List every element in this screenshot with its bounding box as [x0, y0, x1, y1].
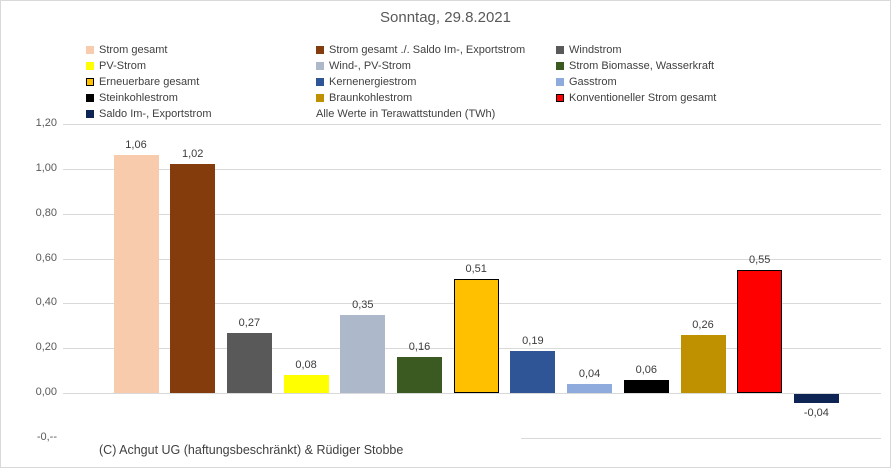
y-axis-tick-label: 1,20: [35, 117, 57, 129]
bar-value-label: 0,55: [748, 253, 771, 266]
legend-swatch-icon: [316, 94, 324, 102]
legend-unit-note: Alle Werte in Terawattstunden (TWh): [316, 106, 551, 122]
bar: [453, 278, 499, 394]
bar-value-label: 0,27: [238, 316, 261, 329]
legend-label: Braunkohlestrom: [329, 92, 413, 104]
legend-item: Wind-, PV-Strom: [316, 58, 551, 74]
bar: [283, 375, 329, 394]
legend-swatch-icon: [86, 94, 94, 102]
bar: [170, 164, 216, 394]
legend-column: Strom gesamt ./. Saldo Im-, Exportstrom W…: [316, 42, 551, 122]
legend-item: Saldo Im-, Exportstrom: [86, 106, 321, 122]
y-axis-tick-label: 0,20: [35, 341, 57, 354]
legend-label: Konventioneller Strom gesamt: [569, 92, 717, 104]
y-axis-tick-label: 0,80: [35, 206, 57, 219]
legend-label: Strom Biomasse, Wasserkraft: [569, 60, 715, 72]
bar: [113, 155, 159, 394]
plot-area: 1,06 1,02 0,27 0,08 0,35 0,16 0,51 0,19 0,04 0,06…: [63, 124, 881, 439]
gridline: [63, 168, 881, 170]
legend-label: Strom gesamt ./. Saldo Im-, Exportstrom: [329, 44, 526, 56]
y-axis-tick-label: 0,60: [35, 251, 57, 264]
legend-label: Steinkohlestrom: [99, 92, 178, 104]
legend-label: Alle Werte in Terawattstunden (TWh): [316, 108, 496, 120]
legend-swatch-icon: [86, 46, 94, 54]
bar: [397, 357, 442, 394]
legend-swatch-icon: [556, 94, 564, 102]
bar-value-label: 0,06: [635, 363, 657, 376]
chart-title: Sonntag, 29.8.2021: [380, 9, 511, 26]
bar: [340, 314, 386, 394]
gridline: [63, 124, 881, 125]
gridline: [63, 213, 881, 215]
legend-column: Strom gesamt PV-Strom Erneuerbare gesamt St…: [86, 42, 321, 122]
bar: [510, 350, 556, 394]
legend-label: Gasstrom: [569, 76, 617, 88]
bar-value-label: 0,26: [692, 318, 714, 331]
legend-item: Strom Biomasse, Wasserkraft: [556, 58, 791, 74]
legend-item: Strom gesamt ./. Saldo Im-, Exportstrom: [316, 42, 551, 58]
legend-swatch-icon: [86, 78, 94, 86]
legend-swatch-icon: [556, 46, 564, 54]
legend-label: Erneuerbare gesamt: [99, 76, 200, 88]
legend-label: PV-Strom: [99, 60, 147, 72]
legend-item: Steinkohlestrom: [86, 90, 321, 106]
legend-swatch-icon: [316, 46, 324, 54]
legend-label: Wind-, PV-Strom: [329, 60, 411, 72]
legend-item: Strom gesamt: [86, 42, 321, 58]
bar-value-label: 0,35: [352, 298, 374, 311]
legend-label: Saldo Im-, Exportstrom: [99, 108, 212, 120]
y-axis-tick-label: -0,--: [36, 431, 57, 443]
bar: [623, 379, 669, 394]
bar: [737, 269, 783, 394]
legend-item: Erneuerbare gesamt: [86, 74, 321, 90]
bar-value-label: 0,51: [465, 262, 487, 275]
y-axis-tick-label: 0,40: [35, 296, 57, 309]
bar-value-label: 0,04: [578, 368, 601, 381]
legend-column: Windstrom Strom Biomasse, Wasserkraft Gass…: [556, 42, 791, 106]
bar-value-label: -0,04: [803, 407, 829, 420]
legend-swatch-icon: [556, 62, 564, 70]
bar: [567, 384, 613, 394]
bar: [793, 394, 839, 404]
legend-item: Gasstrom: [556, 74, 791, 90]
y-axis-tick-label: 1,00: [35, 161, 57, 174]
bar-value-label: 0,08: [295, 359, 317, 372]
gridline: [63, 393, 881, 395]
bar: [680, 334, 726, 394]
bar-value-label: 0,19: [522, 334, 544, 347]
legend-swatch-icon: [86, 110, 94, 118]
bar-value-label: 1,06: [125, 139, 147, 152]
legend-swatch-icon: [86, 62, 94, 70]
legend-item: Kernenergiestrom: [316, 74, 551, 90]
legend-swatch-icon: [316, 78, 324, 86]
legend-item: Windstrom: [556, 42, 791, 58]
legend-label: Strom gesamt: [99, 44, 168, 56]
legend-swatch-icon: [556, 78, 564, 86]
bar: [226, 332, 272, 394]
bar-value-label: 0,16: [408, 341, 431, 354]
gridline: [63, 258, 881, 260]
legend-label: Kernenergiestrom: [329, 76, 417, 88]
legend-item: Konventioneller Strom gesamt: [556, 90, 791, 106]
y-axis-tick-label: 0,00: [35, 386, 57, 399]
legend-swatch-icon: [316, 62, 324, 70]
bar-value-label: 1,02: [181, 148, 204, 161]
legend-item: Braunkohlestrom: [316, 90, 551, 106]
legend-item: PV-Strom: [86, 58, 321, 74]
footer-credit: (C) Achgut UG (haftungsbeschränkt) & Rüd…: [99, 443, 404, 457]
legend-label: Windstrom: [569, 44, 622, 56]
gridline: [521, 438, 881, 439]
